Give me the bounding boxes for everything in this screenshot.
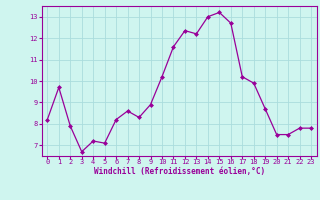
X-axis label: Windchill (Refroidissement éolien,°C): Windchill (Refroidissement éolien,°C): [94, 167, 265, 176]
